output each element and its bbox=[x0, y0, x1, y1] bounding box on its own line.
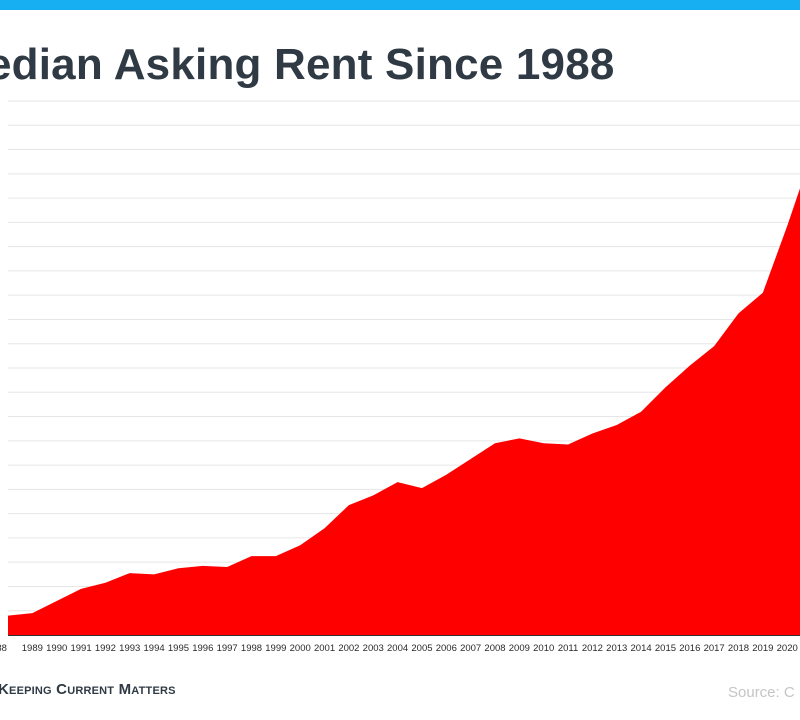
x-tick-label: 1991 bbox=[70, 643, 91, 654]
x-tick-label: 2005 bbox=[411, 643, 432, 654]
x-tick-label: 988 bbox=[0, 643, 7, 654]
x-tick-label: 2007 bbox=[460, 643, 481, 654]
x-tick-label: 2010 bbox=[533, 643, 554, 654]
x-tick-label: 2012 bbox=[582, 643, 603, 654]
x-tick-label: 1999 bbox=[265, 643, 286, 654]
x-tick-label: 2013 bbox=[606, 643, 627, 654]
x-tick-label: 2020 bbox=[777, 643, 798, 654]
source-note: Source: C bbox=[728, 684, 795, 701]
x-tick-label: 1993 bbox=[119, 643, 140, 654]
x-tick-label: 2011 bbox=[558, 643, 578, 654]
brand-logo-text: Keeping Current Matters bbox=[0, 681, 176, 698]
x-tick-label: 2019 bbox=[752, 643, 773, 654]
x-tick-label: 2000 bbox=[290, 643, 311, 654]
x-tick-label: 2015 bbox=[655, 643, 676, 654]
x-tick-label: 2016 bbox=[679, 643, 700, 654]
x-tick-label: 1989 bbox=[22, 643, 43, 654]
x-tick-label: 1997 bbox=[217, 643, 238, 654]
x-tick-label: 2014 bbox=[631, 643, 652, 654]
x-tick-label: 2002 bbox=[338, 643, 359, 654]
x-tick-label: 1994 bbox=[144, 643, 165, 654]
x-tick-label: 2003 bbox=[363, 643, 384, 654]
x-tick-label: 1998 bbox=[241, 643, 262, 654]
x-tick-label: 1995 bbox=[168, 643, 189, 654]
x-tick-label: 1990 bbox=[46, 643, 67, 654]
x-tick-label: 1992 bbox=[95, 643, 116, 654]
rent-area-series bbox=[8, 188, 800, 635]
x-tick-label: 2008 bbox=[484, 643, 505, 654]
x-tick-label: 2004 bbox=[387, 643, 408, 654]
x-tick-label: 2017 bbox=[704, 643, 725, 654]
chart-title: edian Asking Rent Since 1988 bbox=[0, 40, 615, 89]
x-tick-label: 2018 bbox=[728, 643, 749, 654]
top-accent-bar bbox=[0, 0, 800, 10]
x-tick-label: 2006 bbox=[436, 643, 457, 654]
x-tick-label: 2001 bbox=[314, 643, 335, 654]
x-tick-label: 2009 bbox=[509, 643, 530, 654]
x-tick-label: 1996 bbox=[192, 643, 213, 654]
